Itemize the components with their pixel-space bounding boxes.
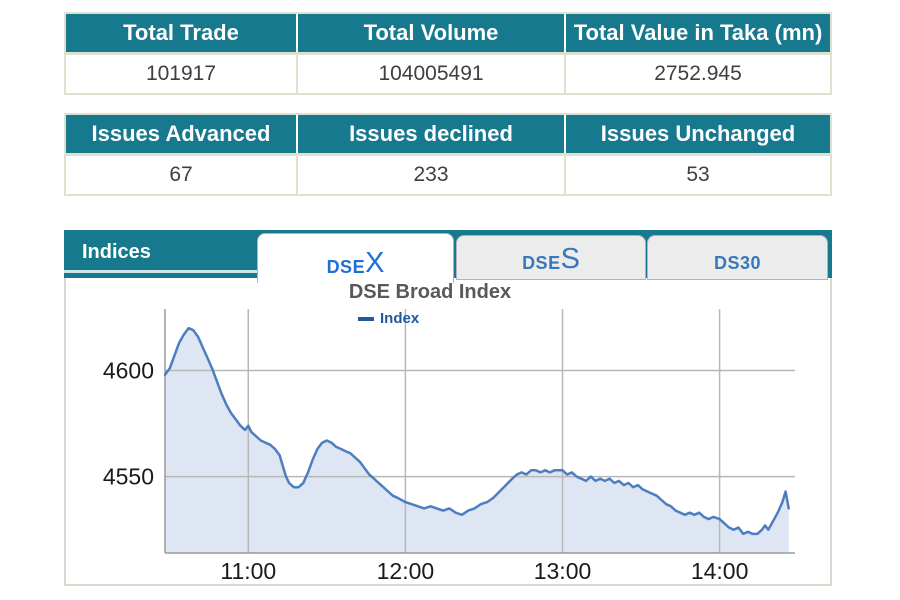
- issues-header-declined: Issues declined: [298, 115, 564, 153]
- summary-header-total-value: Total Value in Taka (mn): [566, 14, 830, 52]
- tab-dses[interactable]: DSE S: [456, 235, 646, 280]
- issues-value-unchanged: 53: [566, 156, 830, 194]
- summary-value-total-value: 2752.945: [566, 55, 830, 93]
- svg-text:4600: 4600: [103, 358, 154, 384]
- tab-ds30[interactable]: DS30: [647, 235, 828, 280]
- svg-text:14:00: 14:00: [691, 558, 749, 583]
- legend-dash-icon: [358, 316, 374, 321]
- legend-series-label: Index: [380, 310, 420, 327]
- indices-panel: Indices DSE X DSE S DS30 DSE Broad Index I…: [64, 230, 832, 586]
- svg-text:4550: 4550: [103, 464, 154, 490]
- summary-value-total-trade: 101917: [66, 55, 296, 93]
- issues-table-value-row: 67 233 53: [66, 153, 830, 194]
- issues-value-declined: 233: [298, 156, 564, 194]
- indices-underline: [64, 270, 260, 273]
- svg-text:11:00: 11:00: [220, 558, 276, 583]
- tab-dses-label-suffix: S: [560, 243, 580, 275]
- summary-value-total-volume: 104005491: [298, 55, 564, 93]
- summary-table-header-row: Total Trade Total Volume Total Value in …: [66, 14, 830, 52]
- chart-legend: Index: [358, 310, 419, 327]
- chart-title: DSE Broad Index: [348, 281, 512, 303]
- svg-text:12:00: 12:00: [377, 558, 435, 583]
- issues-header-unchanged: Issues Unchanged: [566, 115, 830, 153]
- issues-header-advanced: Issues Advanced: [66, 115, 296, 153]
- indices-panel-title: Indices: [82, 241, 151, 263]
- issues-table-header-row: Issues Advanced Issues declined Issues U…: [66, 115, 830, 153]
- tab-dsex-label-suffix: X: [365, 247, 385, 279]
- tab-dses-label-prefix: DSE: [522, 253, 561, 273]
- issues-value-advanced: 67: [66, 156, 296, 194]
- summary-header-total-volume: Total Volume: [298, 14, 564, 52]
- svg-text:13:00: 13:00: [534, 558, 592, 583]
- summary-table: Total Trade Total Volume Total Value in …: [64, 12, 832, 95]
- tab-dsex-label-prefix: DSE: [326, 257, 366, 277]
- tab-ds30-label-prefix: DS30: [713, 253, 762, 273]
- summary-header-total-trade: Total Trade: [66, 14, 296, 52]
- summary-table-value-row: 101917 104005491 2752.945: [66, 52, 830, 93]
- tab-dsex[interactable]: DSE X: [257, 233, 454, 283]
- issues-table: Issues Advanced Issues declined Issues U…: [64, 113, 832, 196]
- index-chart-svg: 4550 4600 11:00 12:00 13:00 14:00: [103, 309, 795, 583]
